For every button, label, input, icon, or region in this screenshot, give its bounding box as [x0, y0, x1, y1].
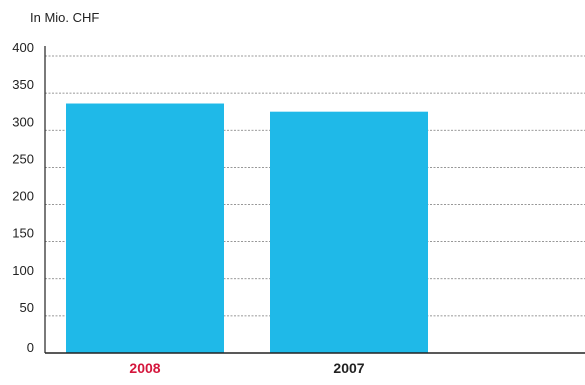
- x-axis-labels: 2008 2007: [129, 360, 364, 376]
- y-tick-label: 50: [20, 300, 34, 315]
- y-tick-label: 200: [12, 189, 34, 204]
- y-tick-label: 400: [12, 40, 34, 55]
- bar-2008: [66, 103, 224, 354]
- y-tick-label: 0: [27, 340, 34, 355]
- y-tick-label: 150: [12, 226, 34, 241]
- y-tick-label: 250: [12, 151, 34, 166]
- bar-2007: [270, 111, 428, 353]
- y-axis-ticks: 0 50 100 150 200 250 300 350 400: [12, 40, 34, 355]
- x-category-label: 2007: [333, 360, 364, 376]
- x-category-label: 2008: [129, 360, 160, 376]
- y-tick-label: 100: [12, 263, 34, 278]
- unit-label: In Mio. CHF: [30, 10, 99, 25]
- y-tick-label: 350: [12, 77, 34, 92]
- y-tick-label: 300: [12, 114, 34, 129]
- bars: [66, 103, 428, 354]
